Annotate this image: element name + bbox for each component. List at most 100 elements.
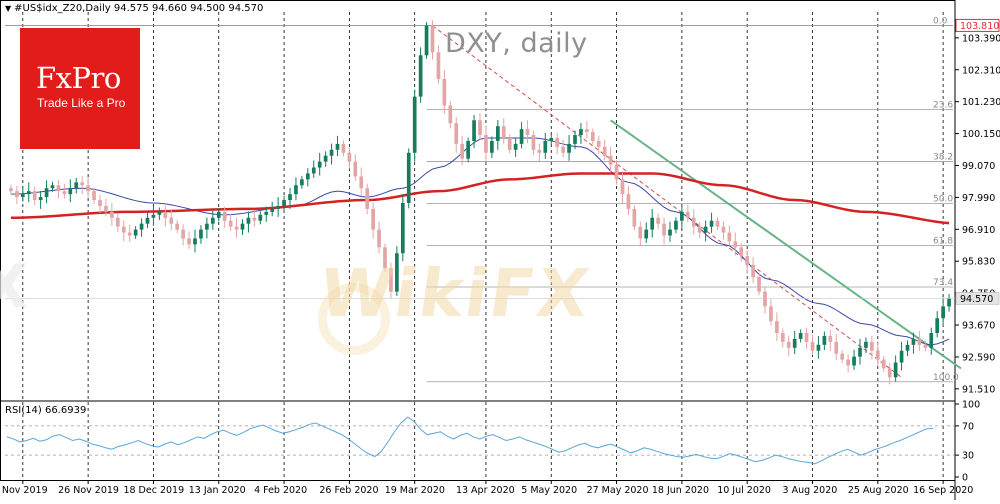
- candle-body: [864, 341, 868, 348]
- time-tick-label: 4 Nov 2019: [0, 485, 48, 496]
- candle-body: [448, 105, 453, 124]
- candle-body: [846, 359, 850, 366]
- candle-body: [80, 182, 85, 186]
- candle-body: [798, 333, 803, 339]
- candle-body: [151, 214, 156, 218]
- candle-body: [721, 226, 726, 233]
- candle-body: [674, 220, 678, 230]
- candle-body: [816, 344, 821, 351]
- rsi-tick-label: 70: [962, 421, 974, 432]
- candle-body: [258, 214, 263, 221]
- candle-body: [602, 146, 607, 156]
- candle-body: [668, 229, 672, 236]
- candle-body: [525, 129, 530, 136]
- watermark-logo: [318, 283, 390, 355]
- candle-body: [561, 146, 565, 153]
- candle-body: [412, 96, 417, 153]
- price-tick-label: 95.830: [962, 257, 995, 268]
- price-tick-label: 103.390: [962, 33, 1000, 44]
- fibonacci-retracement[interactable]: 0.0 23.6 38.2 50.0 61.8 73.4 100.0: [5, 16, 959, 383]
- candle-body: [216, 211, 221, 218]
- candle-body: [680, 211, 684, 221]
- trendlines[interactable]: [432, 25, 962, 378]
- time-tick-label: 19 Mar 2020: [385, 485, 445, 496]
- candle-body: [614, 164, 619, 180]
- price-tick-label: 97.990: [962, 193, 995, 204]
- dropdown-triangle-icon[interactable]: ▼: [5, 4, 12, 13]
- candle-body: [691, 217, 696, 227]
- candle-body: [887, 368, 892, 378]
- candle-body: [234, 226, 239, 230]
- candle-body: [193, 238, 197, 245]
- candle-body: [632, 208, 637, 227]
- trendline-descending: [610, 119, 962, 370]
- candle-body: [905, 344, 910, 351]
- candle-body: [549, 138, 554, 141]
- time-tick-label: 25 Aug 2020: [848, 485, 909, 496]
- price-tick-label: 99.070: [962, 161, 995, 172]
- rsi-tick-label: 0: [962, 473, 968, 484]
- candle-body: [68, 188, 73, 195]
- candle-body: [501, 126, 506, 138]
- time-tick-label: 26 Feb 2020: [319, 485, 378, 496]
- candle-body: [786, 341, 791, 348]
- candle-body: [157, 211, 162, 215]
- price-tick-label: 102.310: [962, 65, 1000, 76]
- candle-body: [590, 132, 595, 141]
- candle-body: [513, 143, 518, 150]
- price-tags: 103.810 94.570: [5, 18, 1000, 305]
- candle-body: [74, 182, 79, 189]
- candle-body: [567, 143, 571, 153]
- candle-body: [300, 179, 304, 186]
- candle-body: [163, 211, 168, 218]
- price-tag-current-label: 94.570: [960, 294, 993, 305]
- candle-body: [353, 161, 358, 177]
- candle-body: [424, 25, 429, 56]
- candle-body: [769, 306, 773, 322]
- time-tick-label: 18 Dec 2019: [123, 485, 184, 496]
- rsi-line: [6, 416, 934, 465]
- price-tick-label: 96.910: [962, 225, 995, 236]
- candle-body: [935, 318, 940, 333]
- fib-level-label: 61.8: [933, 237, 953, 247]
- candle-body: [466, 140, 470, 159]
- candle-body: [941, 306, 945, 319]
- price-tick-label: 101.230: [962, 97, 1000, 108]
- candle-body: [596, 140, 601, 147]
- candle-body: [828, 335, 833, 342]
- candle-body: [127, 232, 132, 236]
- candle-body: [507, 138, 512, 150]
- fib-level-label: 50.0: [933, 195, 953, 205]
- candle-body: [537, 149, 542, 153]
- candle-body: [870, 341, 874, 351]
- candle-body: [495, 126, 500, 141]
- candle-body: [780, 333, 785, 342]
- candle-body: [852, 356, 856, 366]
- candle-body: [911, 338, 916, 345]
- price-tag-current: [955, 292, 1000, 305]
- candle-body: [585, 129, 589, 133]
- fxpro-logo: FxPro Trade Like a Pro: [20, 28, 140, 149]
- candle-body: [317, 161, 322, 168]
- candle-body: [98, 200, 102, 206]
- candle-body: [341, 143, 346, 153]
- candle-body: [822, 335, 827, 345]
- candle-body: [371, 208, 375, 230]
- candle-body: [709, 220, 714, 227]
- candle-body: [104, 205, 108, 212]
- candle-body: [56, 185, 61, 192]
- candle-body: [917, 338, 922, 345]
- candlestick-series: [9, 20, 951, 385]
- candle-body: [44, 188, 49, 198]
- candle-body: [947, 298, 951, 307]
- candle-body: [32, 191, 37, 201]
- candle-body: [252, 217, 257, 221]
- candle-body: [145, 217, 150, 224]
- watermark-text: WikiFX: [314, 255, 596, 332]
- candle-body: [228, 220, 233, 227]
- time-tick-label: 5 May 2020: [521, 485, 577, 496]
- candle-body: [329, 149, 334, 156]
